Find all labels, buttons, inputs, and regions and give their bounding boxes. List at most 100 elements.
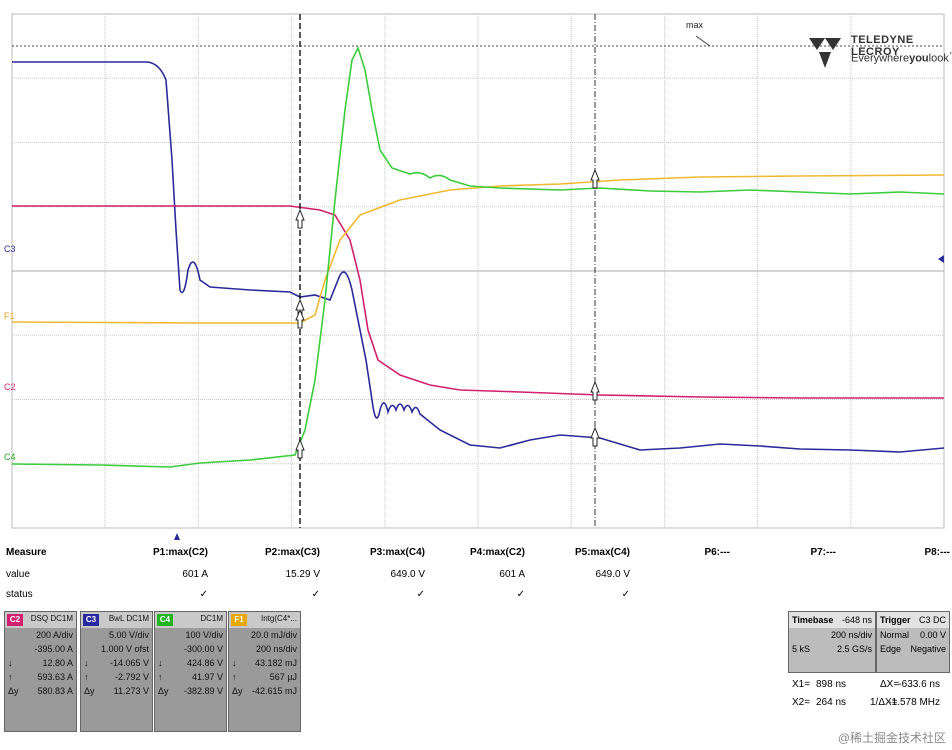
waveform-traces xyxy=(11,45,945,468)
cursor-readout: X1= 898 ns ΔX= -633.6 ns X2= 264 ns 1/ΔX… xyxy=(792,676,952,712)
graticule-grid xyxy=(11,13,945,529)
readout-value: -395.00 A xyxy=(34,644,73,654)
readout-value: 12.80 A xyxy=(42,658,73,668)
c3-waveform xyxy=(12,61,945,453)
measure-param-status: ✓ xyxy=(516,589,525,600)
channel-readout: ↑ 41.97 V xyxy=(155,670,226,684)
inv-dx-label: 1/ΔX= xyxy=(870,697,898,708)
channel-readout: 200 A/div xyxy=(5,628,76,642)
scope-display xyxy=(11,13,945,540)
c4-ground-marker[interactable]: C4 xyxy=(4,452,16,462)
readout-value: 424.86 V xyxy=(186,658,223,668)
readout-value: 200 A/div xyxy=(35,630,73,640)
readout-prefix: ↓ xyxy=(84,658,89,668)
channel-readout: ↑ 567 µJ xyxy=(229,670,300,684)
cursor-marker-icon[interactable] xyxy=(295,308,305,329)
channel-readout: 5.00 V/div xyxy=(81,628,152,642)
readout-value: -2.792 V xyxy=(114,672,149,682)
readout-value: 593.63 A xyxy=(37,672,73,682)
timebase-offset: -648 ns xyxy=(841,615,872,625)
channel-coupling: DSQ DC1M xyxy=(30,614,73,623)
channel-readout: ↓ 43.182 mJ xyxy=(229,656,300,670)
f1-waveform xyxy=(11,174,945,324)
trigger-position-icon[interactable] xyxy=(174,533,180,540)
readout-prefix: ↓ xyxy=(232,658,237,668)
c3-ground-marker[interactable]: C3 xyxy=(4,244,16,254)
x2-value: 264 ns xyxy=(816,697,847,708)
readout-prefix: Δy xyxy=(84,686,95,696)
measure-param-name[interactable]: P6:--- xyxy=(704,547,730,558)
measure-param-value: 649.0 V xyxy=(390,569,425,580)
channel-readout: Δy 580.83 A xyxy=(5,684,76,698)
x2-label: X2= xyxy=(792,697,811,708)
trigger-type: Edge xyxy=(880,644,902,654)
measure-param-status: ✓ xyxy=(199,589,208,600)
teledyne-lecroy-logo: TELEDYNE LECROY Everywhereyoulook™ xyxy=(805,32,952,72)
channel-readout: 20.0 mJ/div xyxy=(229,628,300,642)
readout-value: -382.89 V xyxy=(183,686,223,696)
f1-ground-marker[interactable]: F1 xyxy=(4,311,15,321)
readout-value: 567 µJ xyxy=(269,672,297,682)
measure-param-name[interactable]: P5:max(C4) xyxy=(574,547,630,558)
readout-prefix: ↑ xyxy=(8,672,13,682)
measure-param-value: 601 A xyxy=(182,569,208,580)
measure-header-row: Measure P1:max(C2) P2:max(C3) P3:max(C4) P4… xyxy=(0,547,952,561)
cursor-marker-icon[interactable] xyxy=(590,426,600,447)
measure-status-row: status ✓ ✓ ✓ ✓ ✓ xyxy=(0,589,952,603)
channel-badge: C3 xyxy=(83,614,99,626)
measure-param-status: ✓ xyxy=(416,589,425,600)
timebase-rate: 200 ns/div xyxy=(830,630,872,640)
c4-waveform xyxy=(11,45,945,468)
measure-param-status: ✓ xyxy=(311,589,320,600)
trigger-mode: Normal xyxy=(880,630,910,640)
channel-readout: ↓ 12.80 A xyxy=(5,656,76,670)
measure-param-status: ✓ xyxy=(621,589,630,600)
readout-value: 580.83 A xyxy=(37,686,73,696)
channel-panel[interactable]: C2 DSQ DC1M 200 A/div -395.00 A ↓ 12.80 A ↑ 593… xyxy=(4,611,77,732)
measure-param-value: 601 A xyxy=(499,569,525,580)
channel-badge: C4 xyxy=(157,614,173,626)
readout-value: -42.615 mJ xyxy=(251,686,297,696)
measure-param-name[interactable]: P2:max(C3) xyxy=(264,547,320,558)
readout-prefix: Δy xyxy=(158,686,169,696)
measure-param-name[interactable]: P4:max(C2) xyxy=(469,547,525,558)
channel-readout: 1.000 V ofst xyxy=(81,642,152,656)
measure-param-name[interactable]: P3:max(C4) xyxy=(369,547,425,558)
c2-ground-marker[interactable]: C2 xyxy=(4,382,16,392)
channel-panel[interactable]: C3 BwL DC1M 5.00 V/div 1.000 V ofst ↓ -14.065… xyxy=(80,611,153,732)
measure-value-row: value 601 A 15.29 V 649.0 V 601 A 649.0 V xyxy=(0,569,952,583)
readout-value: 41.97 V xyxy=(191,672,223,682)
channel-coupling: DC1M xyxy=(200,614,223,623)
trigger-source: C3 DC xyxy=(918,615,946,625)
measure-param-name[interactable]: P1:max(C2) xyxy=(152,547,208,558)
channel-readout: Δy 11.273 V xyxy=(81,684,152,698)
channel-readout: 100 V/div xyxy=(155,628,226,642)
status-label: status xyxy=(6,589,33,600)
readout-prefix: ↓ xyxy=(8,658,13,668)
max-level-leader xyxy=(695,35,711,47)
measure-param-value: 15.29 V xyxy=(285,569,320,580)
readout-value: 200 ns/div xyxy=(255,644,297,654)
cursor-marker-icon[interactable] xyxy=(590,380,600,401)
readout-prefix: ↑ xyxy=(232,672,237,682)
trigger-level: 0.00 V xyxy=(919,630,946,640)
channel-readout: ↓ 424.86 V xyxy=(155,656,226,670)
readout-value: 1.000 V ofst xyxy=(100,644,149,654)
cursor-marker-icon[interactable] xyxy=(295,438,305,459)
timebase-panel[interactable]: Timebase -648 ns 200 ns/div 5 kS 2.5 GS/s xyxy=(788,611,876,673)
x1-label: X1= xyxy=(792,679,811,690)
measure-param-name[interactable]: P8:--- xyxy=(924,547,950,558)
measure-param-name[interactable]: P7:--- xyxy=(810,547,836,558)
lecroy-emblem-icon xyxy=(809,38,841,68)
channel-panel[interactable]: F1 Intg(C4*... 20.0 mJ/div 200 ns/div ↓ 43.18… xyxy=(228,611,301,732)
cursor-marker-icon[interactable] xyxy=(295,208,305,229)
channel-panel[interactable]: C4 DC1M 100 V/div -300.00 V ↓ 424.86 V ↑ 41.97 … xyxy=(154,611,227,732)
readout-prefix: ↓ xyxy=(158,658,163,668)
trigger-level-icon[interactable] xyxy=(938,255,944,263)
cursor-marker-icon[interactable] xyxy=(590,168,600,189)
channel-readout: ↑ -2.792 V xyxy=(81,670,152,684)
trigger-title: Trigger xyxy=(880,615,911,625)
trigger-panel[interactable]: Trigger C3 DC Normal 0.00 V Edge Negative xyxy=(876,611,950,673)
readout-prefix: Δy xyxy=(8,686,19,696)
cursor-lines[interactable] xyxy=(174,14,944,540)
